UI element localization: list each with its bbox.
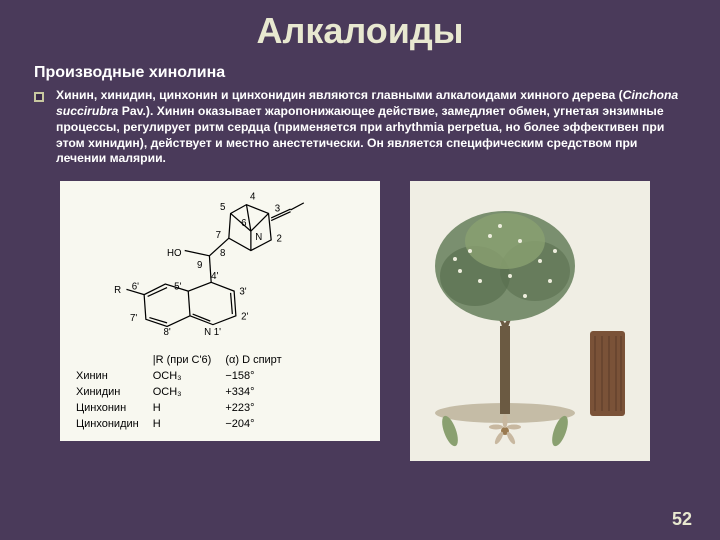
cell-a: +223° [219, 401, 287, 415]
lbl-3p: 3' [239, 287, 246, 298]
lbl-8p: 8' [164, 328, 171, 338]
th-a: (α) D спирт [219, 353, 287, 367]
cell-a: +334° [219, 385, 287, 399]
lbl-3: 3 [275, 204, 280, 215]
mid1: являются главными алкалоидами хинного де… [306, 88, 623, 102]
lbl-6: 6 [241, 218, 246, 229]
cell-name: Хинидин [70, 385, 145, 399]
page-number: 52 [672, 509, 692, 530]
lbl-8: 8 [220, 248, 225, 259]
cell-name: Хинин [70, 369, 145, 383]
lbl-2p: 2' [241, 312, 248, 323]
body-text: Хинин, хинидин, цинхонин и цинхонидин яв… [56, 88, 686, 167]
cell-r: OCH₃ [147, 385, 218, 399]
page-title: Алкалоиды [0, 0, 720, 52]
lbl-4p: 4' [211, 271, 218, 282]
botanical-illustration [410, 181, 650, 461]
lbl-2: 2 [276, 234, 281, 245]
molecule-diagram: 4 3 2 N 5 6 7 8 9 HO R 4' 3' 2' N 1' 5' … [66, 187, 374, 337]
cell-r: OCH₃ [147, 369, 218, 383]
lbl-9: 9 [197, 260, 202, 271]
cell-name: Цинхонин [70, 401, 145, 415]
cell-r: H [147, 401, 218, 415]
chemical-structure-panel: 4 3 2 N 5 6 7 8 9 HO R 4' 3' 2' N 1' 5' … [60, 181, 380, 441]
cell-name: Цинхонидин [70, 417, 145, 431]
chem-table: |R (при C'6) (α) D спирт ХининOCH₃−158° … [68, 351, 290, 433]
table-row: ЦинхонинH+223° [70, 401, 288, 415]
th-r: |R (при C'6) [147, 353, 218, 367]
lbl-N: N [255, 232, 262, 243]
mid2: Pav.). Хинин оказывает жаропонижающее де… [56, 104, 664, 166]
cell-a: −158° [219, 369, 287, 383]
bullet-icon [34, 92, 44, 102]
images-row: 4 3 2 N 5 6 7 8 9 HO R 4' 3' 2' N 1' 5' … [0, 167, 720, 461]
bullet-paragraph: Хинин, хинидин, цинхонин и цинхонидин яв… [0, 88, 720, 167]
lbl-N1p: N 1' [204, 328, 221, 338]
lbl-6p: 6' [132, 282, 139, 293]
lbl-4: 4 [250, 192, 256, 203]
lbl-7p: 7' [130, 313, 137, 324]
lbl-5p: 5' [174, 282, 181, 293]
lbl-5: 5 [220, 202, 225, 213]
table-row: ЦинхонидинH−204° [70, 417, 288, 431]
table-row: ХининOCH₃−158° [70, 369, 288, 383]
lbl-HO: HO [167, 248, 182, 259]
cell-r: H [147, 417, 218, 431]
lbl-R: R [114, 285, 121, 296]
table-row: ХинидинOCH₃+334° [70, 385, 288, 399]
lbl-7: 7 [216, 230, 221, 241]
lead-bold: Хинин, хинидин, цинхонин и цинхонидин [56, 88, 306, 102]
subtitle: Производные хинолина [0, 52, 720, 88]
cell-a: −204° [219, 417, 287, 431]
